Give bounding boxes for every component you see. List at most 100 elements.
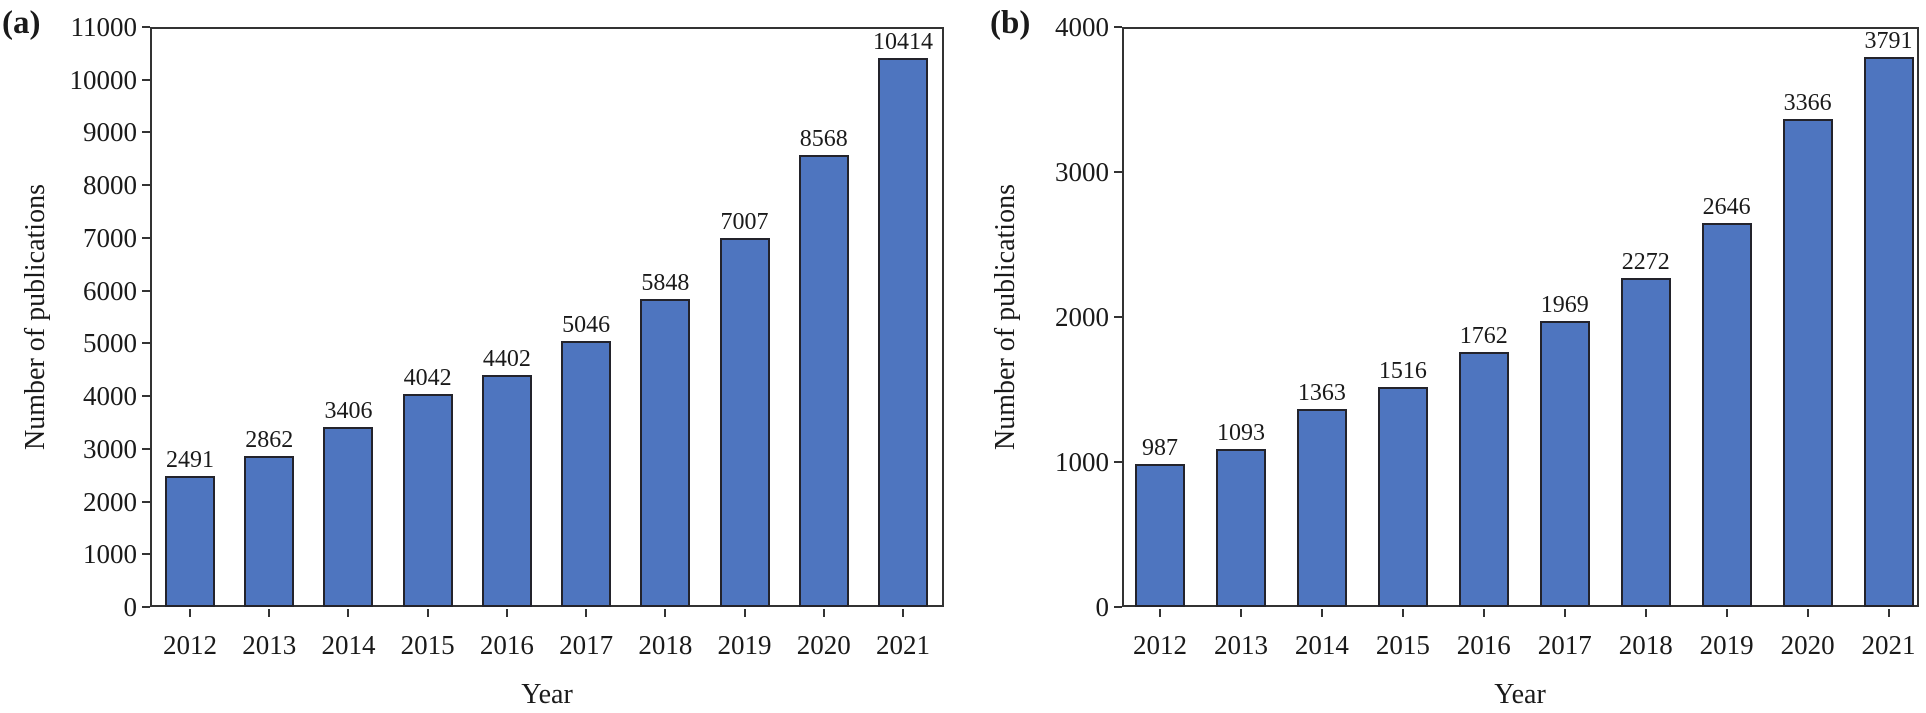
bar xyxy=(1135,463,1185,607)
x-tick xyxy=(189,609,191,617)
y-tick xyxy=(1114,606,1122,608)
bar xyxy=(165,475,215,607)
bar-value-label: 10414 xyxy=(872,28,933,55)
bar-value-label: 2646 xyxy=(1702,194,1751,221)
x-axis-title-a: Year xyxy=(521,679,573,710)
bar xyxy=(1701,223,1752,607)
bar-value-label: 4042 xyxy=(403,364,452,391)
plot-area xyxy=(1122,27,1919,607)
y-tick xyxy=(142,447,150,450)
x-tick xyxy=(1887,609,1890,617)
x-tick xyxy=(1159,609,1161,617)
bar-value-label: 1093 xyxy=(1216,419,1265,446)
x-tick-label: 2013 xyxy=(242,630,297,660)
y-tick xyxy=(1114,316,1122,318)
y-tick-label: 6000 xyxy=(83,275,137,306)
plot-area xyxy=(150,27,944,607)
x-tick xyxy=(268,609,271,617)
y-tick-label: 3000 xyxy=(83,433,137,464)
bar-value-label: 2491 xyxy=(166,446,214,473)
x-tick xyxy=(822,609,825,617)
bar-value-label: 5848 xyxy=(641,269,690,296)
y-tick xyxy=(142,131,150,134)
y-tick-label: 1000 xyxy=(83,539,137,570)
bar xyxy=(561,340,612,607)
bar-value-label: 1969 xyxy=(1540,292,1589,319)
y-tick xyxy=(142,500,150,503)
x-tick xyxy=(1725,609,1728,617)
x-tick-label: 2021 xyxy=(875,630,930,660)
bar-value-label: 4402 xyxy=(482,345,531,372)
bar xyxy=(481,374,532,607)
bar-value-label: 3406 xyxy=(324,398,373,425)
bar xyxy=(1296,409,1347,607)
x-tick-label: 2020 xyxy=(796,630,851,660)
bar-value-label: 1516 xyxy=(1378,358,1427,385)
bar xyxy=(798,155,849,607)
bar xyxy=(402,393,453,607)
x-tick-label: 2016 xyxy=(479,630,534,660)
y-tick xyxy=(142,289,150,292)
y-tick xyxy=(142,342,150,345)
bar xyxy=(1539,321,1590,607)
x-tick xyxy=(1806,609,1809,617)
y-tick-label: 5000 xyxy=(83,328,137,359)
y-tick-label: 10000 xyxy=(69,64,138,95)
y-tick xyxy=(1114,171,1122,173)
bar-value-label: 5046 xyxy=(562,311,611,338)
y-tick-label: 0 xyxy=(1095,592,1110,622)
bar xyxy=(323,427,374,607)
x-tick-label: 2015 xyxy=(400,630,455,660)
y-tick-label: 4000 xyxy=(83,381,137,412)
bar-value-label: 3366 xyxy=(1783,89,1832,116)
x-tick xyxy=(347,609,350,617)
x-tick xyxy=(1482,609,1485,617)
x-tick-label: 2012 xyxy=(1133,630,1187,660)
x-tick-label: 2013 xyxy=(1213,630,1268,660)
x-tick-label: 2021 xyxy=(1861,630,1916,660)
bar-value-label: 987 xyxy=(1142,434,1178,461)
x-tick xyxy=(1401,609,1404,617)
y-tick-label: 3000 xyxy=(1055,157,1109,187)
y-tick-label: 11000 xyxy=(70,12,138,42)
bar-value-label: 8568 xyxy=(799,126,848,153)
y-tick-label: 7000 xyxy=(83,222,137,253)
x-tick xyxy=(743,609,746,617)
y-tick xyxy=(1114,461,1122,463)
y-tick-label: 2000 xyxy=(1055,302,1109,332)
x-tick-label: 2015 xyxy=(1375,630,1430,660)
y-tick xyxy=(1114,26,1122,28)
x-tick xyxy=(426,609,429,617)
x-tick-label: 2019 xyxy=(717,630,772,660)
bar xyxy=(1863,57,1914,607)
y-tick xyxy=(142,606,150,608)
x-tick-label: 2017 xyxy=(1537,630,1592,660)
y-tick-label: 8000 xyxy=(83,170,137,201)
y-tick xyxy=(142,78,150,81)
x-tick xyxy=(585,609,588,617)
bar xyxy=(1782,118,1833,607)
bar xyxy=(1620,277,1671,607)
y-tick-label: 1000 xyxy=(1055,447,1109,477)
x-tick xyxy=(1239,609,1242,617)
x-tick xyxy=(1320,609,1323,617)
x-tick-label: 2018 xyxy=(638,630,693,660)
bar xyxy=(719,237,770,607)
y-tick-label: 0 xyxy=(123,592,138,622)
y-tick xyxy=(142,184,150,187)
x-tick-label: 2016 xyxy=(1456,630,1511,660)
bar-value-label: 7007 xyxy=(720,208,769,235)
x-tick xyxy=(1644,609,1647,617)
x-tick-label: 2014 xyxy=(321,630,376,660)
bar-value-label: 1762 xyxy=(1459,322,1508,349)
bar xyxy=(640,298,691,607)
y-tick xyxy=(142,236,150,239)
bar-value-label: 2272 xyxy=(1621,248,1670,275)
bar xyxy=(244,456,295,607)
bar-value-label: 2862 xyxy=(245,427,294,454)
x-axis-title-b: Year xyxy=(1494,679,1546,710)
x-tick xyxy=(664,609,667,617)
bar xyxy=(877,57,928,607)
x-tick xyxy=(1563,609,1566,617)
